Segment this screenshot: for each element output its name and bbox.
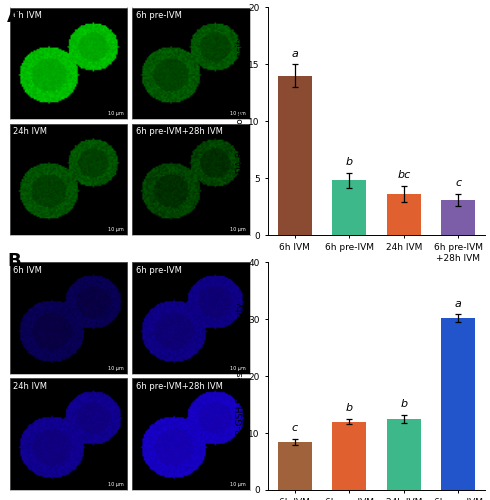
Text: c: c [292, 424, 298, 434]
Text: a: a [455, 299, 462, 309]
Text: 10 μm: 10 μm [108, 366, 124, 370]
Bar [387, 194, 421, 235]
Text: 6h pre-IVM+28h IVM: 6h pre-IVM+28h IVM [136, 127, 222, 136]
Text: 6h pre-IVM: 6h pre-IVM [136, 11, 181, 20]
Text: 24h IVM: 24h IVM [13, 382, 48, 391]
Bar [441, 318, 475, 490]
Text: 10 μm: 10 μm [230, 482, 246, 486]
Text: B: B [7, 252, 21, 270]
Text: 6h IVM: 6h IVM [13, 266, 42, 275]
Bar [441, 200, 475, 235]
Text: 10 μm: 10 μm [230, 226, 246, 232]
Text: bc: bc [397, 170, 411, 180]
Text: b: b [346, 404, 353, 413]
Text: A: A [7, 8, 21, 26]
Text: b: b [400, 399, 407, 409]
Bar [278, 76, 312, 235]
Y-axis label: H2DCF-DA-ROS fluorescence intensity: H2DCF-DA-ROS fluorescence intensity [236, 36, 245, 208]
Bar [278, 442, 312, 490]
Text: 10 μm: 10 μm [230, 366, 246, 370]
Y-axis label: MCB-GSH fluorescence intensity: MCB-GSH fluorescence intensity [236, 303, 245, 450]
Text: 10 μm: 10 μm [108, 110, 124, 116]
Text: 6h pre-IVM: 6h pre-IVM [136, 266, 181, 275]
Text: 10 μm: 10 μm [108, 482, 124, 486]
Text: c: c [455, 178, 462, 188]
Text: a: a [292, 48, 298, 58]
Text: 10 μm: 10 μm [108, 226, 124, 232]
Text: 24h IVM: 24h IVM [13, 127, 48, 136]
Text: 6h IVM: 6h IVM [13, 11, 42, 20]
Text: 6h pre-IVM+28h IVM: 6h pre-IVM+28h IVM [136, 382, 222, 391]
Text: b: b [346, 157, 353, 167]
Bar [332, 180, 366, 235]
Bar [332, 422, 366, 490]
Bar [387, 419, 421, 490]
Text: 10 μm: 10 μm [230, 110, 246, 116]
